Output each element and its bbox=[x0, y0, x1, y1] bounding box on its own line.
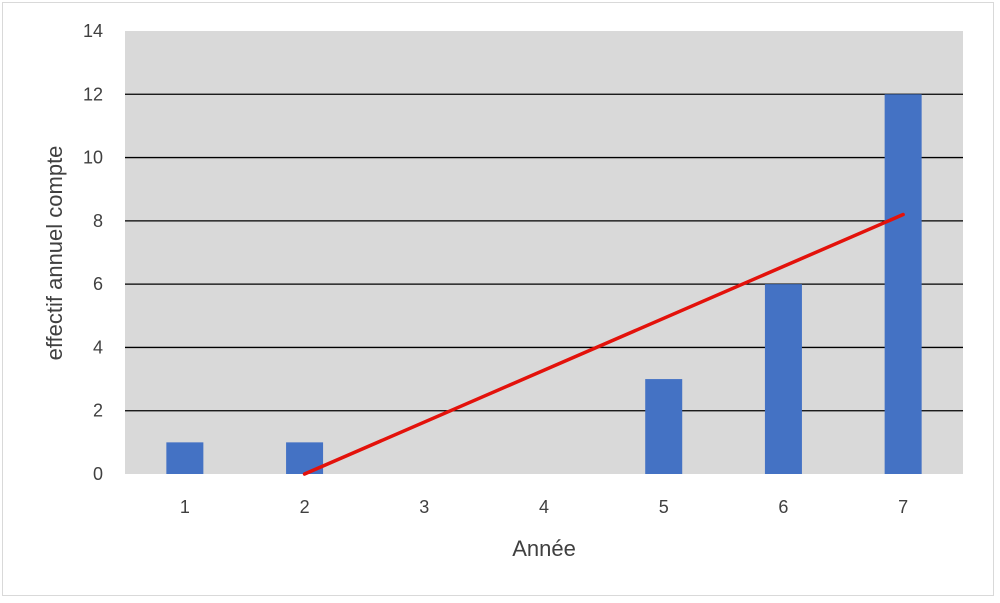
y-tick-label: 10 bbox=[83, 148, 103, 168]
x-tick-label: 6 bbox=[778, 497, 788, 517]
trendline-group bbox=[302, 212, 905, 476]
x-tick-label: 2 bbox=[300, 497, 310, 517]
x-tick-label: 5 bbox=[659, 497, 669, 517]
gridlines bbox=[125, 93, 963, 412]
x-tick-label: 1 bbox=[180, 497, 190, 517]
x-tick-label: 3 bbox=[419, 497, 429, 517]
y-tick-label: 12 bbox=[83, 84, 103, 104]
plot-area bbox=[125, 31, 963, 474]
y-tick-label: 14 bbox=[83, 21, 103, 41]
y-tick-label: 4 bbox=[93, 337, 103, 357]
trendline bbox=[302, 212, 905, 476]
bar-1 bbox=[166, 442, 204, 474]
x-tick-label: 7 bbox=[898, 497, 908, 517]
y-axis-title: effectif annuel compte bbox=[42, 146, 67, 361]
y-tick-labels: 0 2 4 6 8 10 12 14 bbox=[83, 21, 103, 484]
bar-7 bbox=[884, 94, 922, 475]
y-tick-label: 6 bbox=[93, 274, 103, 294]
bar-6 bbox=[764, 284, 802, 474]
x-tick-label: 4 bbox=[539, 497, 549, 517]
y-tick-label: 2 bbox=[93, 401, 103, 421]
bar-5 bbox=[645, 379, 683, 474]
y-tick-label: 8 bbox=[93, 211, 103, 231]
y-tick-label: 0 bbox=[93, 464, 103, 484]
x-tick-labels: 1 2 3 4 5 6 7 bbox=[180, 497, 908, 517]
x-axis-title: Année bbox=[512, 536, 576, 561]
bars bbox=[166, 94, 922, 475]
